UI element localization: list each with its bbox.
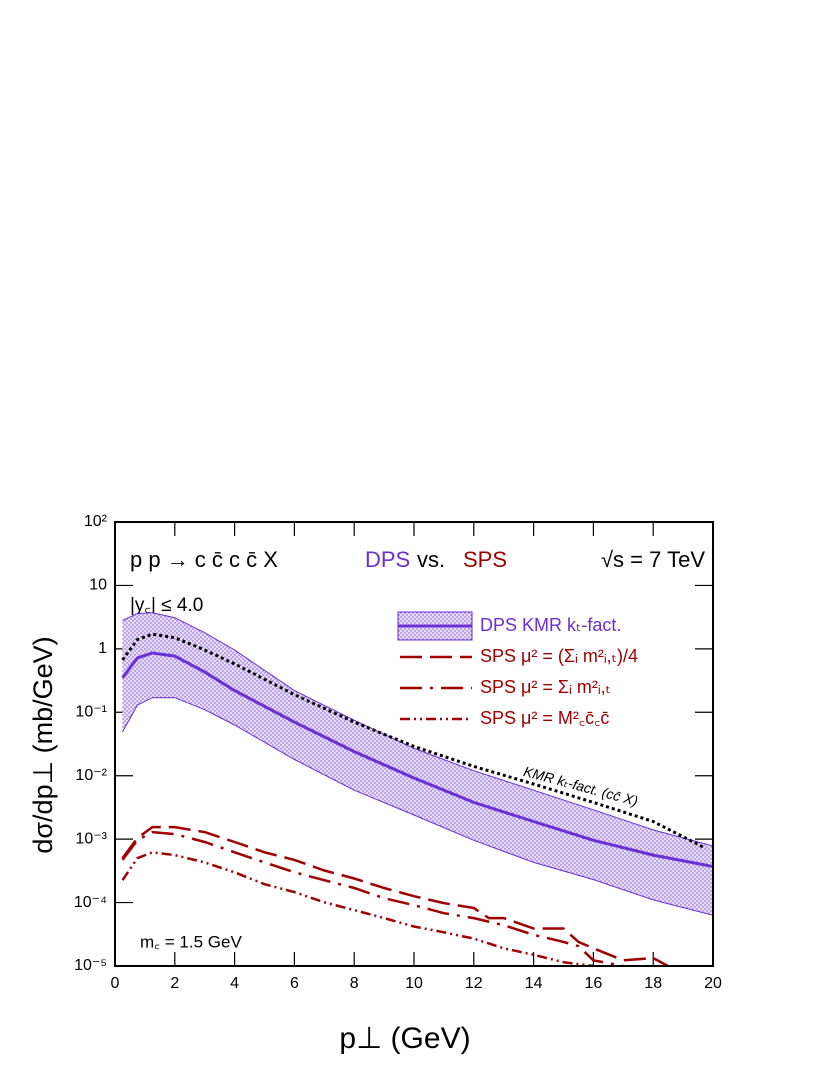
central-line [121,651,713,868]
x-tick-label: 2 [170,975,179,992]
x-tick-label: 14 [525,975,543,992]
x-tick-label: 4 [230,975,239,992]
y-tick-label: 10² [84,513,108,530]
y-tick-label: 10⁻¹ [75,704,107,721]
rapidity-cut: |y꜀| ≤ 4.0 [130,595,203,616]
plot-area [121,612,713,966]
title-dps: DPS [365,547,410,572]
x-tick-label: 20 [704,975,722,992]
y-tick-label: 10⁻⁵ [74,957,107,974]
plot-frame [114,521,714,967]
x-tick-label: 0 [111,975,120,992]
mass-label: m꜀ = 1.5 GeV [140,932,242,951]
y-tick-label: 1 [98,640,107,657]
legend-label: SPS μ² = M²꜀c̄꜀c̄ [480,708,609,728]
series-line [121,851,594,966]
x-tick-label: 18 [644,975,662,992]
uncertainty-band [122,612,713,916]
y-tick-label: 10⁻⁴ [74,894,107,911]
title-sps: SPS [463,547,507,572]
legend-label: SPS μ² = Σᵢ m²ᵢ,ₜ [480,677,611,697]
legend-label: SPS μ² = (Σᵢ m²ᵢ,ₜ)/4 [480,646,638,666]
y-tick-label: 10⁻³ [75,830,107,847]
title-vs: vs. [417,547,445,572]
series-line [121,825,669,966]
chart-title: p p → c c̄ c c̄ X [130,547,278,572]
band-lower-edge [122,697,713,916]
x-tick-label: 10 [405,975,423,992]
y-tick-label: 10⁻² [75,767,107,784]
y-tick-label: 10 [89,577,107,594]
x-axis-label: p⊥ (GeV) [339,1022,470,1055]
x-tick-label: 8 [350,975,359,992]
x-tick-label: 16 [585,975,603,992]
series-line [121,632,707,850]
band-upper-edge [122,612,713,847]
legend-label: DPS KMR kₜ-fact. [480,615,621,635]
y-axis-label: dσ/dp⊥ (mb/GeV) [28,636,58,853]
x-tick-label: 12 [465,975,483,992]
series-line [121,830,624,966]
energy-label: √s = 7 TeV [601,547,705,572]
x-tick-label: 6 [290,975,299,992]
